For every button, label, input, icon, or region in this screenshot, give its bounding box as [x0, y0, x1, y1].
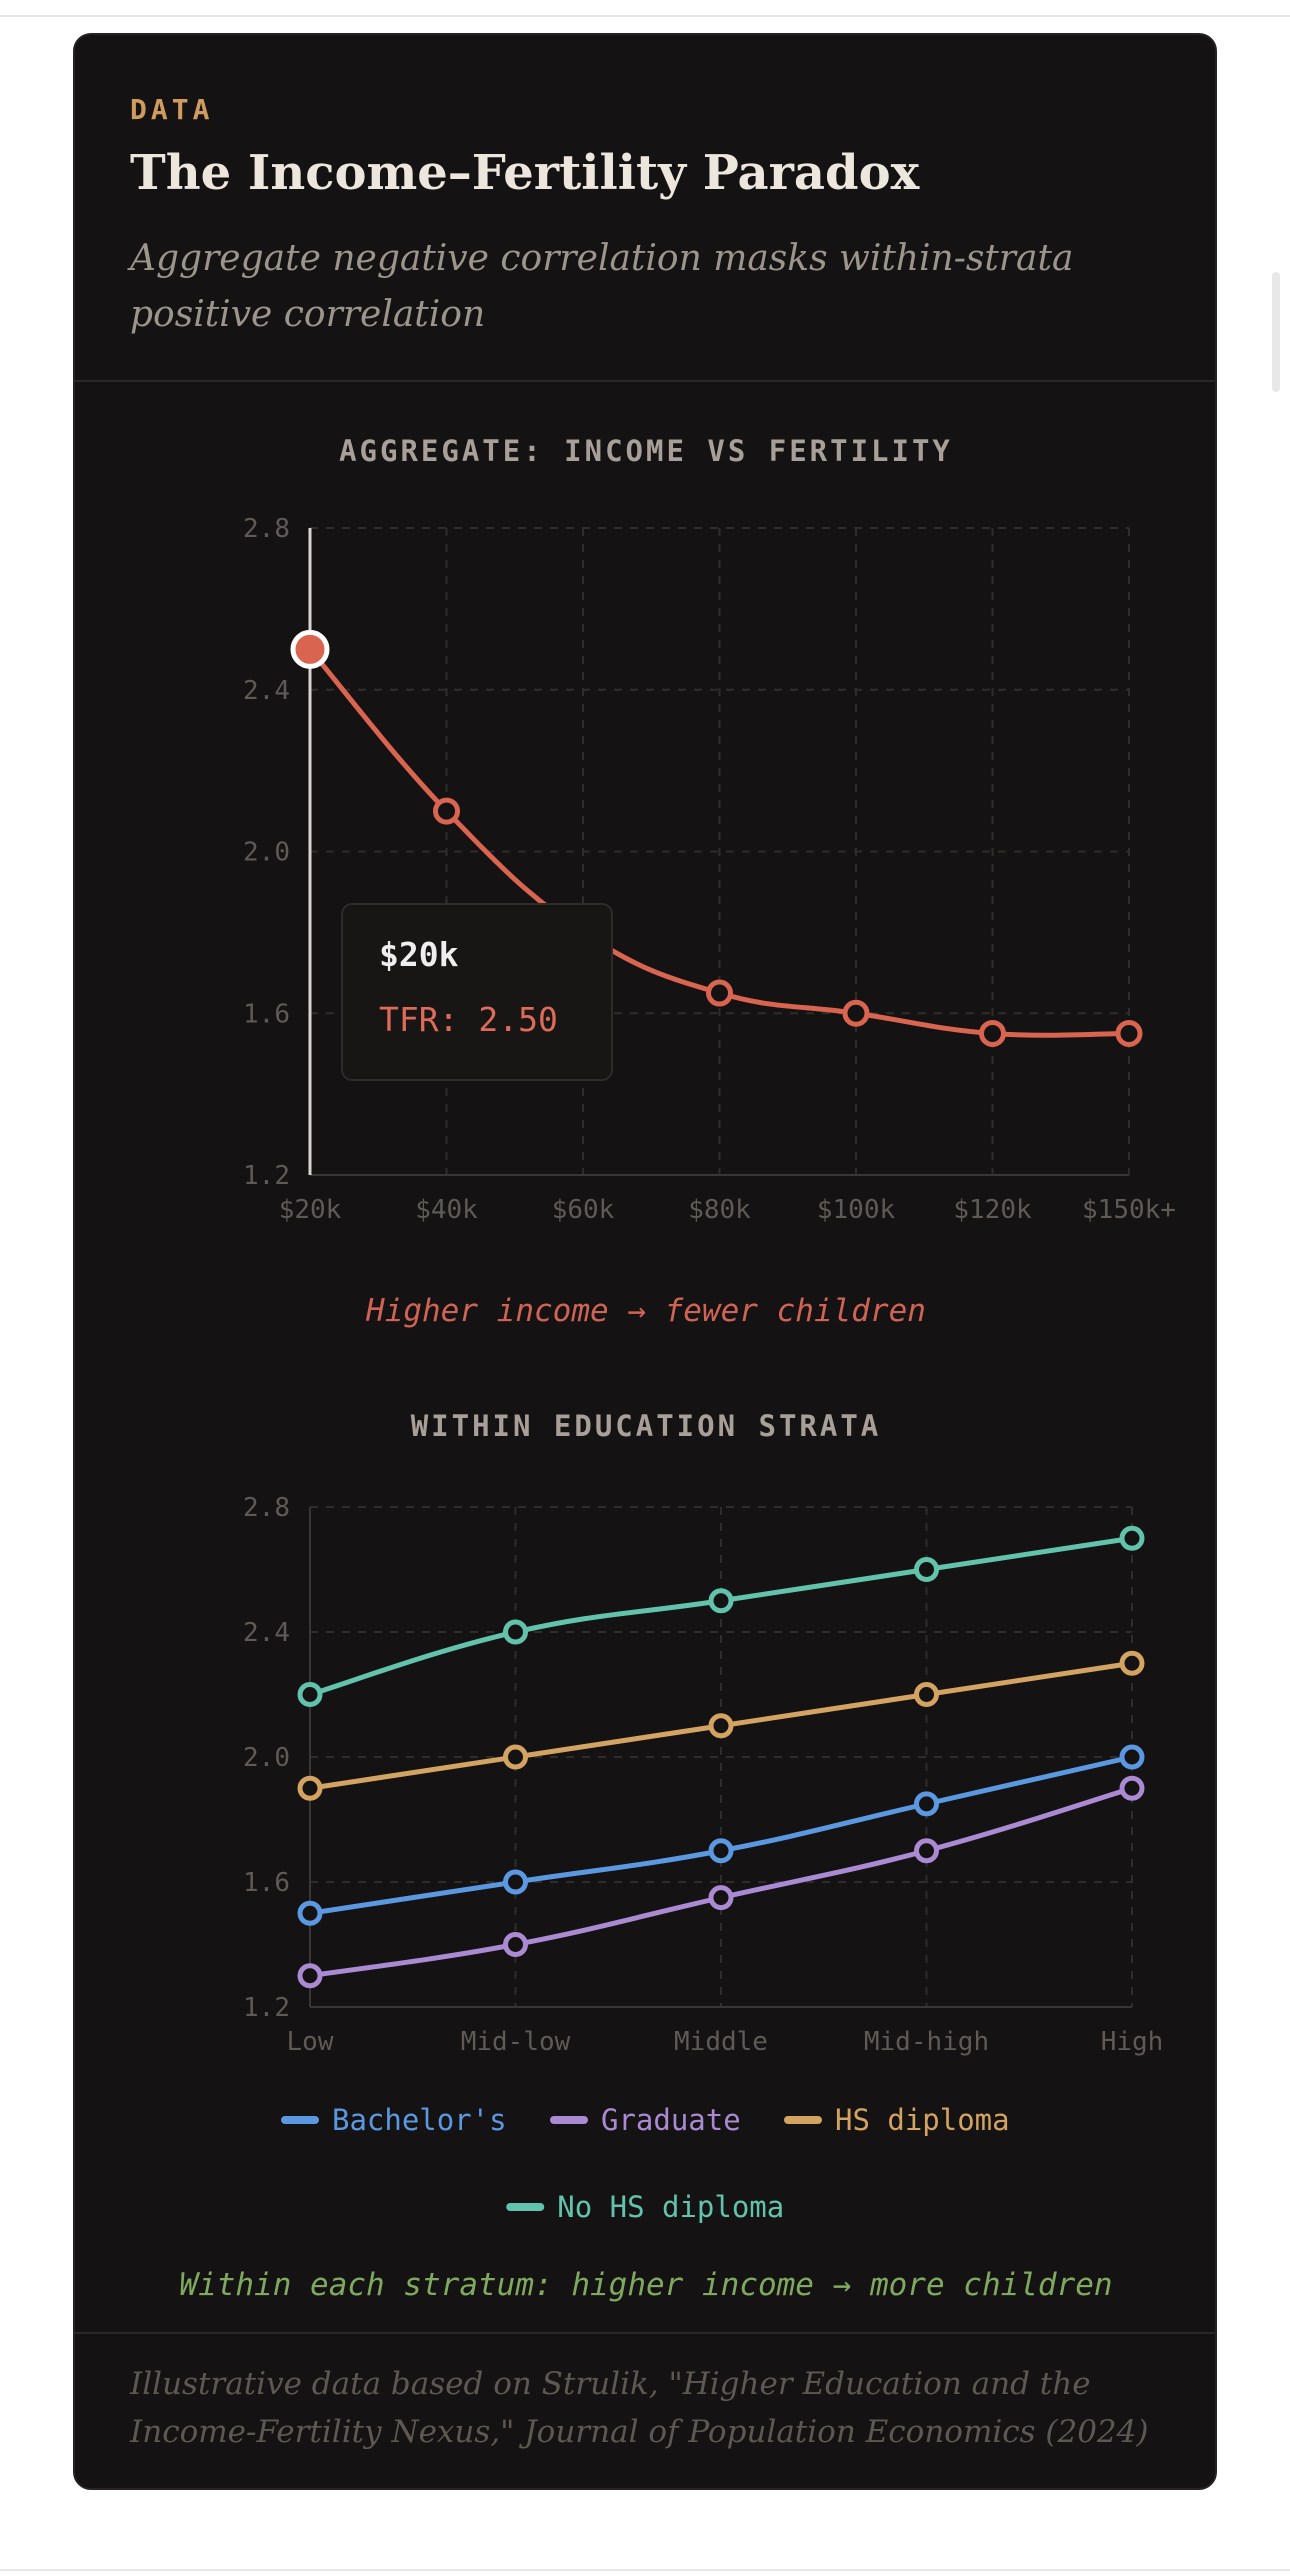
y-tick-label: 1.6: [243, 999, 290, 1029]
data-point[interactable]: [706, 979, 733, 1007]
legend-label: HS diploma: [835, 2103, 1010, 2137]
x-tick-label: Low: [287, 2027, 334, 2057]
y-tick-label: 1.2: [243, 1161, 290, 1191]
data-point[interactable]: [708, 1713, 734, 1739]
data-point[interactable]: [1119, 1775, 1145, 1801]
aggregate-y-axis: 1.2 1.6 2.0 2.4 2.8: [243, 514, 290, 1191]
legend-label: Graduate: [601, 2103, 741, 2137]
data-point[interactable]: [297, 1963, 323, 1989]
data-point[interactable]: [503, 1932, 528, 1957]
tooltip-title: $20k: [379, 935, 459, 974]
legend-label: No HS diploma: [557, 2190, 784, 2224]
tooltip-box: [341, 903, 613, 1081]
page-bottom-divider: [0, 2569, 1290, 2571]
x-tick-label: $150k+: [1082, 1195, 1176, 1225]
strata-x-axis: Low Mid-low Middle Mid-high High: [287, 2027, 1164, 2057]
page-top-divider: [0, 15, 1290, 17]
y-tick-label: 1.6: [243, 1868, 290, 1898]
data-point[interactable]: [914, 1838, 939, 1864]
card-header: [75, 35, 1215, 382]
figure-subtitle: Aggregate negative correlation masks wit…: [130, 238, 1074, 335]
strata-y-axis: 1.2 1.6 2.0 2.4 2.8: [243, 1493, 290, 2023]
legend-item[interactable]: No HS diploma: [506, 2190, 784, 2224]
aggregate-annotation: Higher income → fewer children: [365, 1293, 926, 1329]
data-point[interactable]: [914, 1791, 939, 1817]
legend-label: Bachelor's: [332, 2103, 507, 2137]
strata-grid: [309, 1506, 1133, 2008]
data-point[interactable]: [1119, 1744, 1145, 1770]
y-tick-label: 2.4: [243, 1618, 290, 1648]
x-tick-label: $60k: [552, 1195, 615, 1225]
x-tick-label: $120k: [953, 1195, 1032, 1225]
legend-item[interactable]: Bachelor's: [281, 2103, 507, 2137]
x-tick-label: Mid-high: [864, 2027, 989, 2057]
y-tick-label: 2.4: [243, 676, 290, 706]
x-tick-label: $40k: [415, 1195, 478, 1225]
data-point[interactable]: [708, 1838, 734, 1864]
strata-chart: WITHIN EDUCATION STRATA 1.21.62.02.42.8 …: [179, 1409, 1163, 2303]
data-point[interactable]: [708, 1588, 734, 1614]
data-point-active[interactable]: [290, 629, 330, 669]
data-point[interactable]: [433, 797, 460, 825]
data-point[interactable]: [979, 1019, 1006, 1047]
data-point[interactable]: [914, 1557, 939, 1582]
figure-card: DATA The Income–Fertility Paradox Aggreg…: [73, 33, 1217, 2490]
card-footer: [75, 2332, 1215, 2488]
y-tick-label: 2.0: [243, 1743, 290, 1773]
tooltip-value: TFR: 2.50: [379, 1000, 558, 1039]
scrollbar-thumb[interactable]: [1272, 272, 1280, 392]
y-tick-label: 2.0: [243, 838, 290, 868]
aggregate-x-axis: $20k $40k $60k $80k $100k $120k $150k+: [279, 1195, 1176, 1225]
x-tick-label: Mid-low: [461, 2027, 571, 2057]
charts-canvas: AGGREGATE: INCOME VS FERTILITY 1.2 1.6 2.0…: [179, 434, 1176, 2303]
data-point[interactable]: [1119, 1650, 1145, 1676]
aggregate-chart: AGGREGATE: INCOME VS FERTILITY 1.2 1.6 2.0…: [243, 434, 1176, 1329]
strata-series: [297, 1525, 1145, 1989]
figure-title: The Income–Fertility Paradox: [130, 145, 920, 201]
x-tick-label: Middle: [674, 2027, 768, 2057]
data-point[interactable]: [297, 1775, 323, 1801]
data-point[interactable]: [297, 1682, 323, 1707]
data-point[interactable]: [914, 1682, 939, 1707]
y-tick-label: 1.2: [243, 1993, 290, 2023]
strata-chart-title: WITHIN EDUCATION STRATA: [411, 1409, 882, 1443]
x-tick-label: $80k: [688, 1195, 751, 1225]
strata-legend: Bachelor's Graduate HS diploma No HS diplom…: [281, 2103, 1010, 2224]
aggregate-series: [290, 629, 1143, 1047]
legend-item[interactable]: Graduate: [550, 2103, 741, 2137]
source-citation: Illustrative data based on Strulik, "Hig…: [130, 2366, 1149, 2450]
data-point[interactable]: [297, 1900, 323, 1926]
y-tick-label: 2.8: [243, 1493, 290, 1523]
aggregate-chart-title: AGGREGATE: INCOME VS FERTILITY: [339, 434, 953, 468]
strata-annotation: Within each stratum: higher income → mor…: [179, 2267, 1112, 2303]
data-point[interactable]: [1115, 1019, 1143, 1047]
data-point[interactable]: [503, 1869, 528, 1895]
legend-item[interactable]: HS diploma: [784, 2103, 1010, 2137]
x-tick-label: High: [1101, 2027, 1164, 2057]
data-point[interactable]: [1119, 1525, 1145, 1551]
data-point[interactable]: [842, 999, 870, 1027]
x-tick-label: $100k: [817, 1195, 896, 1225]
data-point[interactable]: [503, 1619, 528, 1645]
data-point[interactable]: [708, 1885, 734, 1911]
section-kicker: DATA: [130, 93, 214, 126]
data-point[interactable]: [503, 1744, 528, 1770]
y-tick-label: 2.8: [243, 514, 290, 544]
x-tick-label: $20k: [279, 1195, 342, 1225]
tooltip: $20k TFR: 2.50: [341, 903, 613, 1081]
